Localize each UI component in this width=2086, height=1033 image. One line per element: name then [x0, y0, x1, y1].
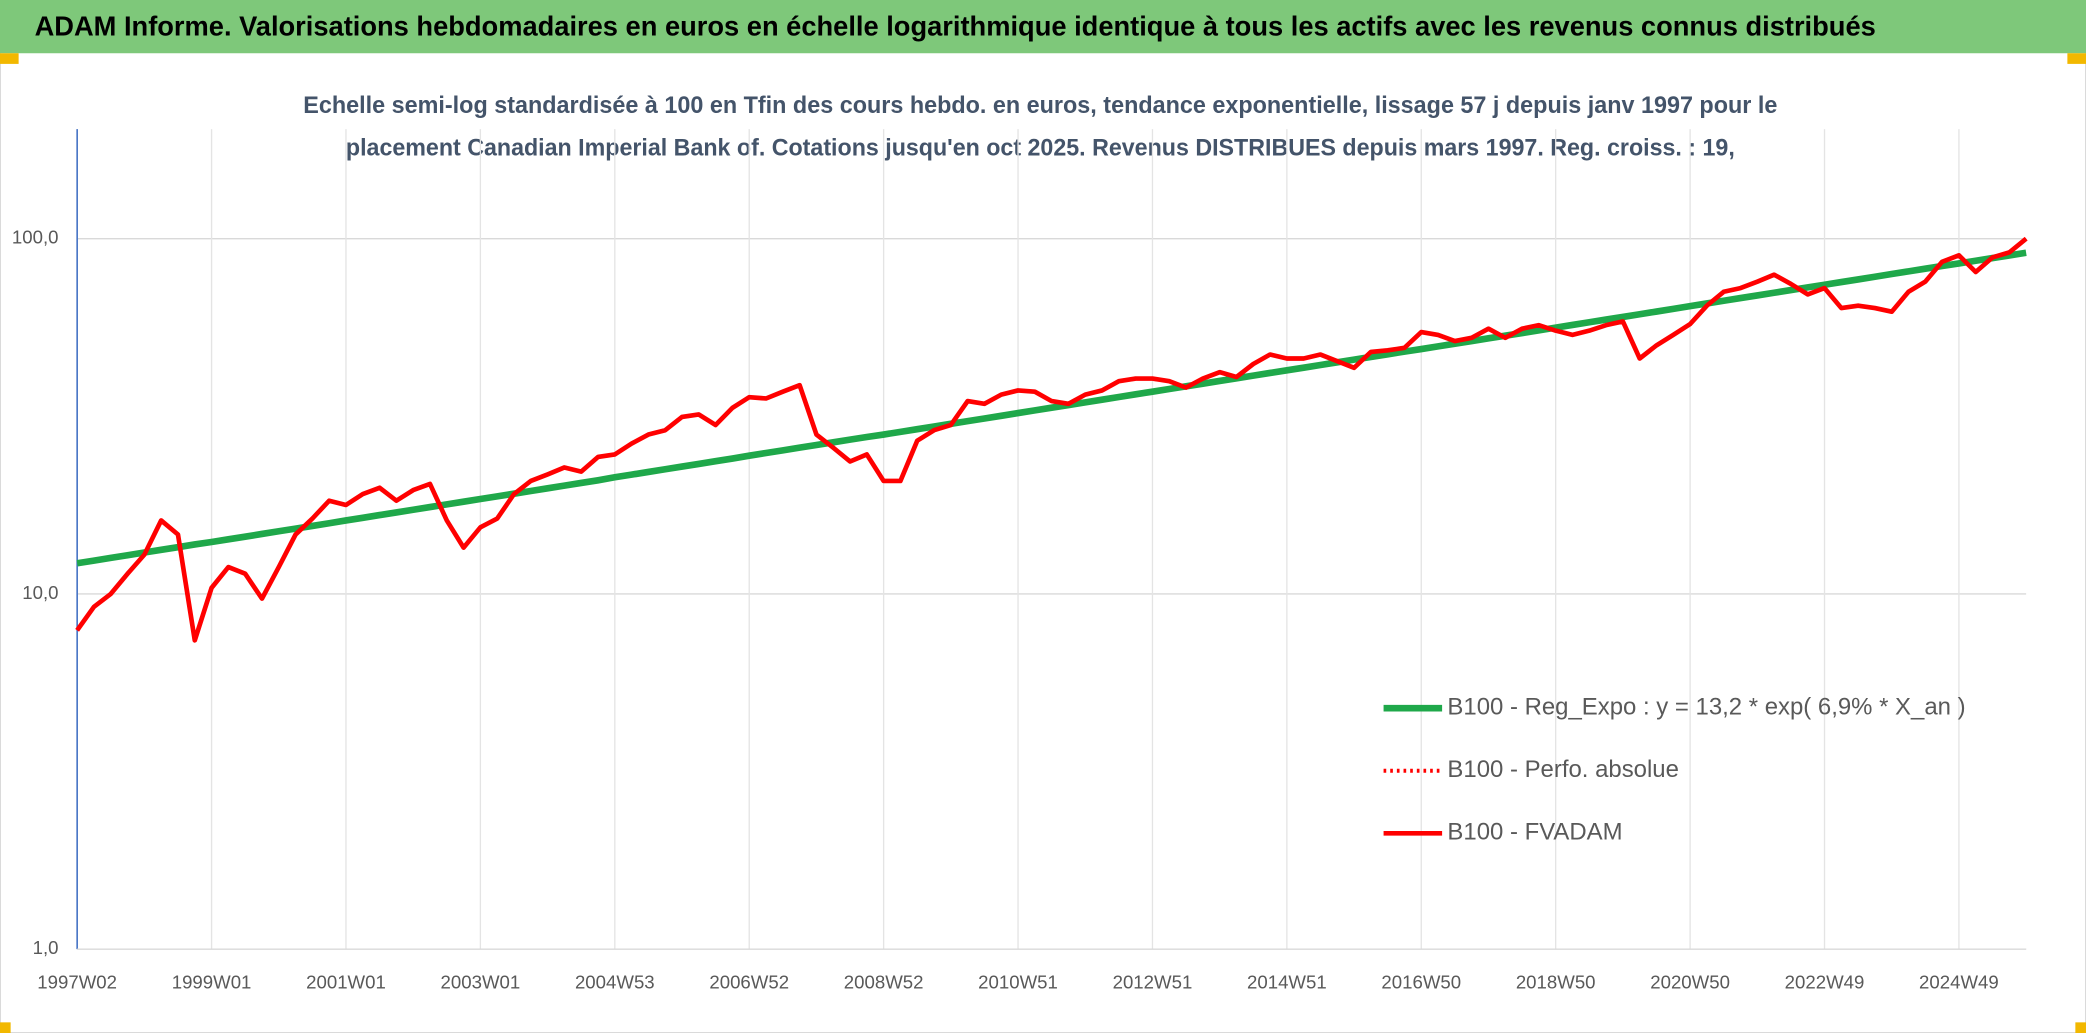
y-tick-label: 10,0	[22, 582, 58, 603]
x-tick-label: 2012W51	[1113, 972, 1193, 993]
legend-label: B100 - FVADAM	[1447, 819, 1622, 846]
x-tick-label: 2004W53	[575, 972, 655, 993]
x-tick-label: 2020W50	[1650, 972, 1730, 993]
x-tick-label: 2010W51	[978, 972, 1058, 993]
x-tick-label: 2016W50	[1381, 972, 1461, 993]
x-tick-label: 2014W51	[1247, 972, 1327, 993]
x-tick-label: 2008W52	[844, 972, 924, 993]
chart-title: ADAM Informe. Valorisations hebdomadaire…	[35, 10, 1876, 41]
series-line	[76, 249, 2027, 567]
x-tick-label: 2024W49	[1919, 972, 1999, 993]
series-line	[75, 236, 2028, 643]
corner	[0, 1022, 11, 1033]
x-tick-label: 2022W49	[1785, 972, 1865, 993]
x-tick-label: 1999W01	[172, 972, 252, 993]
x-tick-label: 1997W02	[37, 972, 117, 993]
corner	[2067, 53, 2086, 64]
y-tick-label: 100,0	[12, 227, 59, 248]
x-tick-label: 2001W01	[306, 972, 386, 993]
y-tick-label: 1,0	[33, 937, 59, 958]
x-tick-label: 2018W50	[1516, 972, 1596, 993]
legend-label: B100 - Perfo. absolue	[1447, 756, 1678, 783]
subtitle: placement Canadian Imperial Bank of. Cot…	[346, 134, 1735, 161]
subtitle: Echelle semi-log standardisée à 100 en T…	[303, 92, 1777, 119]
x-tick-label: 2006W52	[709, 972, 789, 993]
x-tick-label: 2003W01	[441, 972, 521, 993]
corner	[0, 53, 19, 64]
legend-label: B100 - Reg_Expo : y = 13,2 * exp( 6,9% *…	[1447, 694, 1965, 721]
header-bar	[0, 0, 2086, 54]
corner	[2075, 1022, 2086, 1033]
